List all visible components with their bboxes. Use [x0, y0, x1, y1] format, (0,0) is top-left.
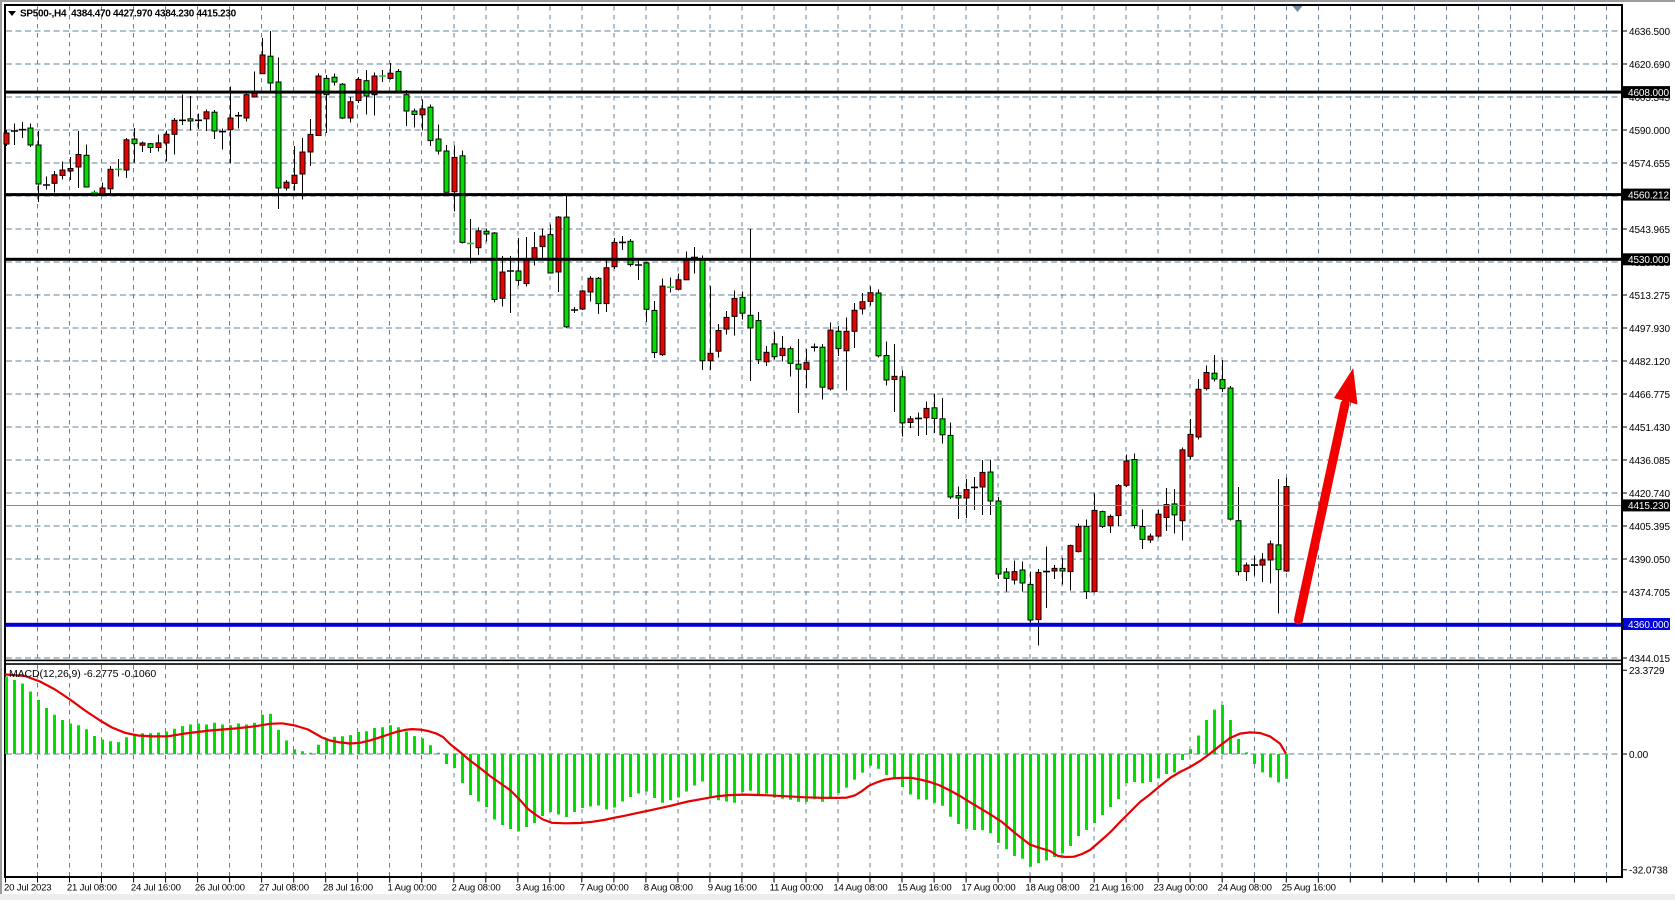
svg-text:3 Aug 16:00: 3 Aug 16:00: [516, 883, 565, 894]
svg-text:4513.275: 4513.275: [1629, 291, 1670, 302]
svg-text:4420.740: 4420.740: [1629, 489, 1670, 500]
svg-text:14 Aug 08:00: 14 Aug 08:00: [833, 883, 887, 894]
svg-text:4605.345: 4605.345: [1629, 93, 1670, 104]
svg-text:28 Jul 16:00: 28 Jul 16:00: [323, 883, 373, 894]
svg-text:15 Aug 16:00: 15 Aug 16:00: [897, 883, 951, 894]
svg-text:MACD(12,26,9) -6.2775 -0.1060: MACD(12,26,9) -6.2775 -0.1060: [9, 668, 156, 680]
svg-text:4466.775: 4466.775: [1629, 390, 1670, 401]
svg-text:23 Aug 00:00: 23 Aug 00:00: [1154, 883, 1208, 894]
svg-text:4390.050: 4390.050: [1629, 555, 1670, 566]
svg-text:4590.000: 4590.000: [1629, 126, 1670, 137]
svg-text:4636.500: 4636.500: [1629, 27, 1670, 38]
svg-text:4436.085: 4436.085: [1629, 456, 1670, 467]
svg-text:4574.655: 4574.655: [1629, 159, 1670, 170]
svg-text:4374.705: 4374.705: [1629, 588, 1670, 599]
svg-text:9 Aug 16:00: 9 Aug 16:00: [708, 883, 757, 894]
svg-text:4482.120: 4482.120: [1629, 357, 1670, 368]
svg-text:4405.395: 4405.395: [1629, 522, 1670, 533]
svg-text:4530.000: 4530.000: [1628, 255, 1669, 266]
svg-text:21 Jul 08:00: 21 Jul 08:00: [67, 883, 117, 894]
svg-text:17 Aug 00:00: 17 Aug 00:00: [961, 883, 1015, 894]
svg-text:7 Aug 00:00: 7 Aug 00:00: [580, 883, 629, 894]
svg-text:25 Aug 16:00: 25 Aug 16:00: [1282, 883, 1336, 894]
svg-text:11 Aug 00:00: 11 Aug 00:00: [770, 883, 823, 894]
svg-text:23.3729: 23.3729: [1629, 666, 1665, 677]
svg-text:4543.965: 4543.965: [1629, 225, 1670, 236]
svg-text:4344.015: 4344.015: [1629, 654, 1670, 665]
svg-text:2 Aug 08:00: 2 Aug 08:00: [451, 883, 500, 894]
svg-text:-32.0738: -32.0738: [1629, 866, 1668, 877]
svg-text:4560.212: 4560.212: [1628, 190, 1669, 201]
svg-text:4497.930: 4497.930: [1629, 324, 1670, 335]
svg-text:24 Aug 08:00: 24 Aug 08:00: [1218, 883, 1272, 894]
svg-text:4360.000: 4360.000: [1628, 620, 1669, 631]
svg-text:0.00: 0.00: [1629, 750, 1649, 761]
svg-text:4620.690: 4620.690: [1629, 60, 1670, 71]
svg-text:4451.430: 4451.430: [1629, 423, 1670, 434]
svg-text:SP500-,H4 4384.470 4427.970 4: SP500-,H4 4384.470 4427.970 4384.230 441…: [20, 9, 237, 20]
svg-text:1 Aug 00:00: 1 Aug 00:00: [387, 883, 436, 894]
svg-text:8 Aug 08:00: 8 Aug 08:00: [644, 883, 693, 894]
svg-text:26 Jul 00:00: 26 Jul 00:00: [195, 883, 245, 894]
svg-text:18 Aug 08:00: 18 Aug 08:00: [1025, 883, 1079, 894]
svg-text:4608.000: 4608.000: [1628, 88, 1669, 99]
svg-text:4415.230: 4415.230: [1628, 501, 1669, 512]
svg-text:24 Jul 16:00: 24 Jul 16:00: [131, 883, 181, 894]
svg-text:21 Aug 16:00: 21 Aug 16:00: [1089, 883, 1143, 894]
svg-text:27 Jul 08:00: 27 Jul 08:00: [259, 883, 309, 894]
svg-text:20 Jul 2023: 20 Jul 2023: [4, 883, 51, 894]
